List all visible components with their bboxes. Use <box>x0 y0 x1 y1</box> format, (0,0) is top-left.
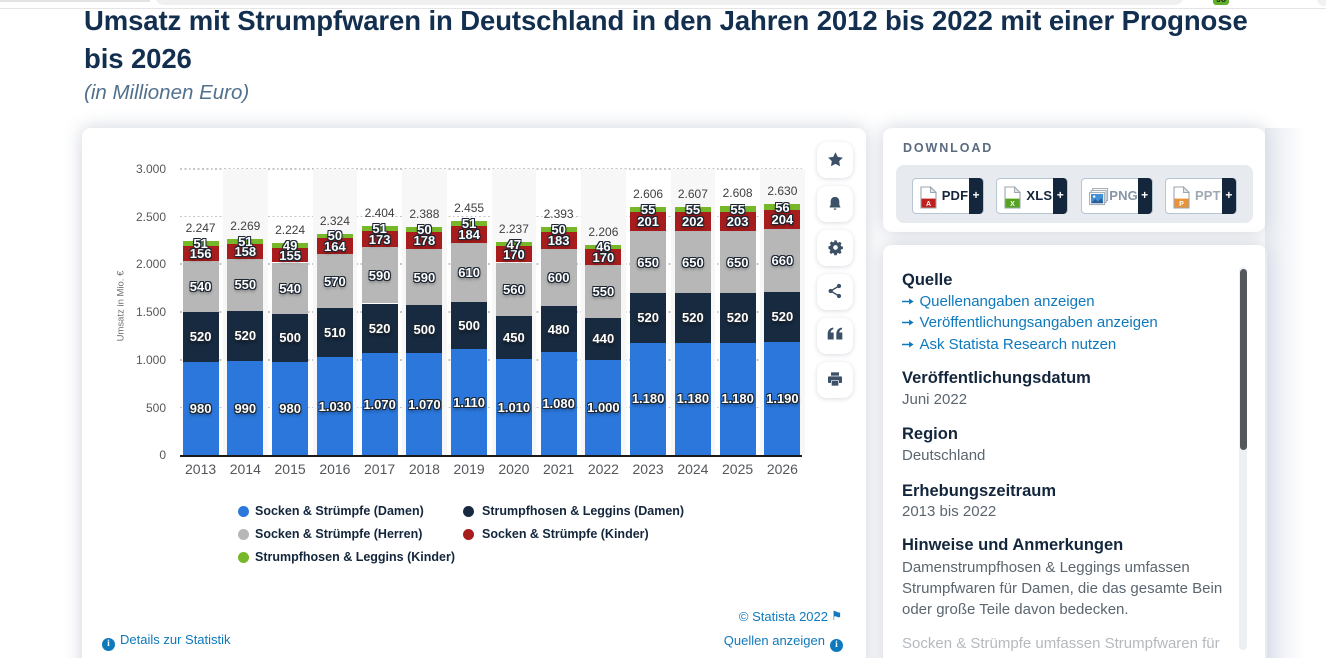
svg-text:X: X <box>1010 201 1015 208</box>
svg-text:A: A <box>926 201 931 208</box>
svg-text:P: P <box>1179 201 1184 208</box>
